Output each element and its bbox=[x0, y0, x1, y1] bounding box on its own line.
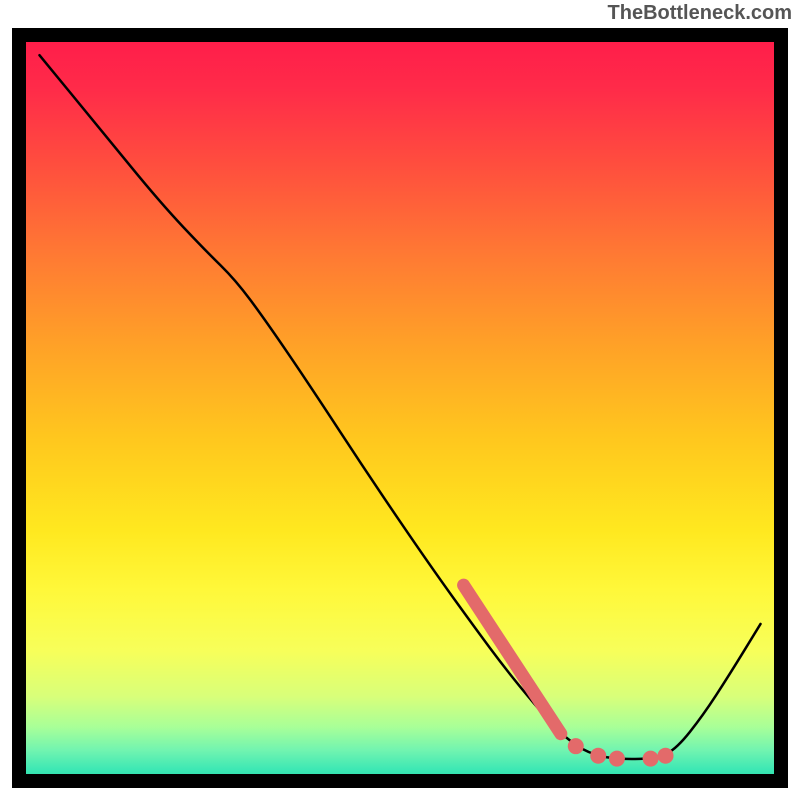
highlight-dot bbox=[658, 748, 674, 764]
gradient-background bbox=[12, 28, 788, 788]
highlight-dot bbox=[643, 751, 659, 767]
chart-svg bbox=[12, 28, 788, 788]
highlight-dot bbox=[568, 738, 584, 754]
highlight-dot bbox=[590, 748, 606, 764]
highlight-dot bbox=[609, 751, 625, 767]
bottleneck-chart bbox=[12, 28, 788, 788]
watermark-text: TheBottleneck.com bbox=[608, 2, 792, 25]
